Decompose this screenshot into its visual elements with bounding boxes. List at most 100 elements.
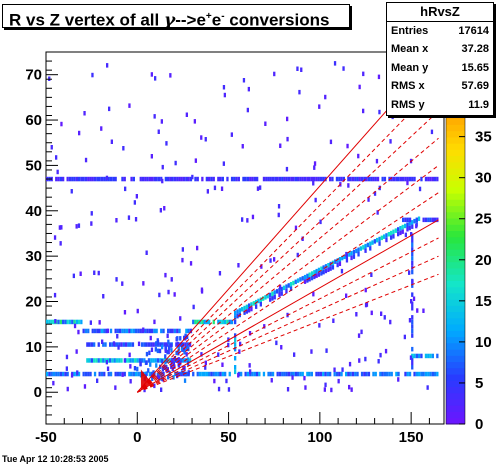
- heatmap-cell: [159, 208, 162, 213]
- heatmap-cell: [148, 350, 151, 356]
- heatmap-cell: [256, 186, 260, 191]
- heatmap-cell: [292, 371, 295, 377]
- heatmap-cell: [383, 315, 386, 320]
- heatmap-cell: [135, 371, 138, 377]
- heatmap-cell: [317, 371, 320, 377]
- heatmap-cell: [359, 246, 362, 251]
- heatmap-cell: [411, 360, 414, 365]
- heatmap-cell: [406, 176, 409, 182]
- heatmap-cell: [372, 176, 375, 182]
- heatmap-cell: [113, 358, 116, 363]
- heatmap-cell: [348, 361, 352, 367]
- heatmap-cell: [408, 318, 412, 323]
- heatmap-cell: [99, 358, 103, 363]
- heatmap-cells: [46, 61, 439, 393]
- heatmap-cell: [173, 328, 177, 334]
- heatmap-cell: [179, 336, 182, 341]
- heatmap-cell: [156, 340, 159, 346]
- heatmap-cell: [105, 175, 109, 181]
- heatmap-cell: [205, 371, 208, 377]
- heatmap-cell: [301, 276, 304, 281]
- heatmap-cell: [416, 308, 419, 313]
- heatmap-cell: [176, 373, 179, 379]
- heatmap-cell: [218, 271, 222, 276]
- heatmap-cell: [184, 371, 187, 377]
- ray-line: [137, 273, 439, 393]
- heatmap-cell: [174, 371, 177, 377]
- palette-bin: [446, 336, 465, 344]
- heatmap-cell: [56, 169, 59, 175]
- heatmap-cell: [248, 303, 251, 308]
- palette-bin: [446, 118, 465, 125]
- heatmap-cell: [129, 379, 132, 384]
- heatmap-cell: [158, 376, 161, 381]
- heatmap-cell: [420, 353, 423, 359]
- heatmap-cell: [390, 230, 393, 236]
- heatmap-cell: [246, 176, 250, 182]
- heatmap-cell: [373, 191, 377, 196]
- heatmap-cell: [50, 145, 53, 150]
- heatmap-cell: [53, 292, 57, 298]
- heatmap-cell: [145, 360, 148, 365]
- heatmap-cell: [380, 235, 383, 241]
- heatmap-cell: [411, 306, 414, 311]
- heatmap-cell: [342, 176, 345, 182]
- heatmap-cell: [331, 176, 334, 182]
- heatmap-cell: [408, 371, 412, 377]
- palette-bin: [446, 305, 465, 313]
- heatmap-cell: [149, 362, 152, 367]
- heatmap-cell: [122, 342, 125, 347]
- heatmap-cell: [156, 348, 159, 354]
- heatmap-cell: [72, 273, 75, 279]
- heatmap-cell: [157, 129, 160, 134]
- heatmap-cell: [418, 186, 422, 192]
- heatmap-cell: [315, 268, 318, 274]
- palette-bin: [446, 417, 465, 425]
- heatmap-cell: [233, 176, 236, 182]
- heatmap-cell: [156, 374, 159, 380]
- heatmap-cell: [151, 376, 154, 381]
- heatmap-cell: [313, 270, 316, 275]
- heatmap-cell: [394, 228, 397, 233]
- heatmap-cell: [436, 371, 439, 377]
- heatmap-cell: [160, 119, 163, 124]
- heatmap-cell: [176, 176, 179, 182]
- heatmap-cell: [213, 378, 216, 384]
- heatmap-cell: [58, 225, 61, 230]
- heatmap-cell: [415, 371, 418, 377]
- heatmap-cell: [60, 121, 63, 127]
- palette-bin: [446, 230, 465, 238]
- heatmap-cell: [434, 176, 437, 182]
- heatmap-cell: [379, 352, 382, 358]
- heatmap-cell: [184, 342, 187, 347]
- heatmap-cell: [401, 229, 404, 234]
- heatmap-cell: [186, 342, 189, 347]
- heatmap-cell: [366, 242, 369, 248]
- heatmap-cell: [96, 176, 99, 182]
- heatmap-cell: [242, 78, 246, 83]
- heatmap-cell: [256, 371, 259, 377]
- palette-bin: [446, 386, 465, 394]
- heatmap-cell: [89, 320, 92, 325]
- title-sup-minus: -: [221, 11, 225, 22]
- heatmap-cell: [294, 176, 298, 182]
- palette-tick-label: 0: [475, 416, 483, 433]
- heatmap-cell: [269, 297, 272, 302]
- heatmap-cell: [427, 353, 430, 359]
- heatmap-cell: [140, 358, 144, 363]
- heatmap-cell: [133, 200, 136, 205]
- heatmap-cell: [411, 301, 414, 306]
- heatmap-cell: [145, 371, 148, 376]
- heatmap-cell: [411, 365, 414, 370]
- heatmap-cell: [161, 344, 164, 350]
- heatmap-cell: [95, 358, 98, 363]
- heatmap-cell: [48, 319, 51, 325]
- palette-bin: [446, 161, 465, 169]
- heatmap-cell: [104, 342, 107, 347]
- heatmap-cell: [187, 370, 190, 375]
- heatmap-cell: [383, 176, 387, 182]
- heatmap-cell: [329, 176, 332, 182]
- palette-bin: [446, 399, 465, 406]
- heatmap-cell: [62, 319, 65, 325]
- heatmap-cell: [127, 215, 131, 220]
